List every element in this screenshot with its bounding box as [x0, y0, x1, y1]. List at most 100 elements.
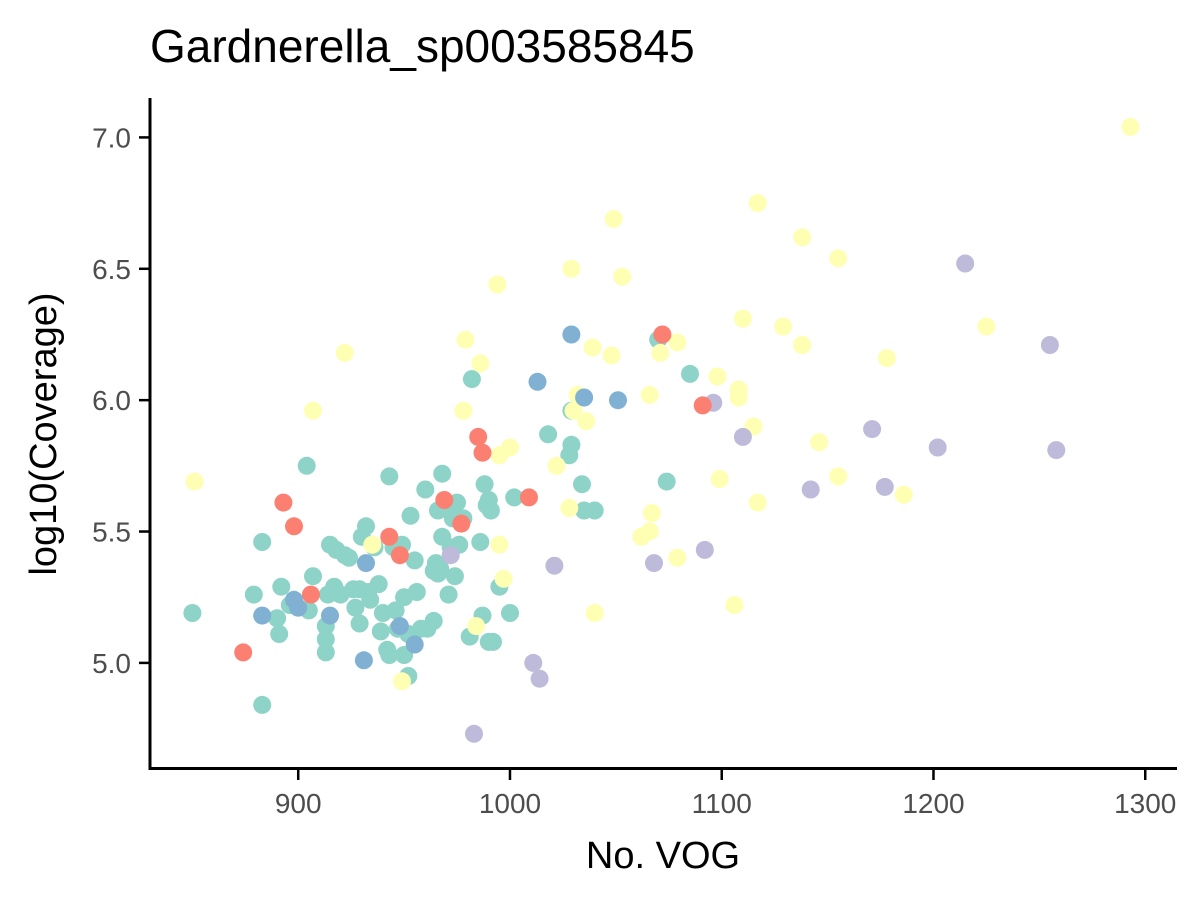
- data-point: [340, 548, 358, 567]
- data-point: [875, 477, 894, 496]
- data-point: [361, 590, 380, 609]
- data-point: [465, 724, 483, 743]
- data-point: [530, 669, 549, 688]
- data-point: [877, 349, 896, 368]
- x-tick-label: 1200: [902, 788, 964, 819]
- x-axis-title: No. VOG: [586, 835, 740, 877]
- data-point: [524, 653, 543, 672]
- data-point: [435, 491, 454, 509]
- data-point: [956, 254, 975, 273]
- data-point: [729, 388, 748, 407]
- data-point: [710, 470, 729, 488]
- data-point: [272, 577, 291, 596]
- data-point: [452, 514, 471, 533]
- data-point: [693, 396, 712, 415]
- data-point: [494, 569, 513, 588]
- data-point: [733, 309, 752, 328]
- data-point: [185, 472, 204, 491]
- data-point: [1121, 117, 1140, 136]
- data-point: [471, 533, 490, 551]
- data-point: [253, 695, 272, 714]
- data-point: [668, 548, 687, 567]
- data-point: [657, 472, 676, 491]
- data-point: [829, 467, 848, 486]
- data-point: [829, 249, 848, 268]
- data-point: [285, 517, 303, 536]
- data-point: [793, 336, 812, 354]
- data-point: [270, 625, 289, 643]
- data-point: [390, 546, 409, 565]
- data-point: [577, 412, 596, 431]
- x-tick-label: 1100: [692, 788, 752, 819]
- data-point: [539, 425, 558, 444]
- data-point: [424, 611, 443, 630]
- y-tick-label: 5.0: [92, 648, 131, 679]
- y-tick-label: 6.0: [92, 385, 131, 416]
- data-point: [405, 635, 424, 654]
- data-point: [928, 438, 947, 457]
- data-point: [357, 554, 375, 573]
- data-point: [350, 614, 369, 633]
- y-tick-label: 5.5: [92, 517, 131, 548]
- data-point: [575, 388, 594, 407]
- data-point: [268, 609, 287, 628]
- data-point: [562, 325, 581, 344]
- x-tick-label: 1000: [479, 788, 541, 819]
- data-point: [456, 330, 475, 349]
- data-point: [321, 606, 339, 625]
- data-point: [481, 501, 500, 520]
- data-point: [234, 643, 253, 662]
- data-point: [454, 401, 473, 420]
- data-point: [304, 567, 322, 586]
- data-point: [467, 617, 486, 636]
- data-point: [505, 488, 524, 507]
- data-point: [1040, 336, 1059, 354]
- y-axis-ticks: 5.0 5.5 6.0 6.5 7.0: [92, 122, 149, 679]
- chart-title: Gardnerella_sp003585845: [150, 20, 695, 72]
- data-point: [748, 194, 767, 213]
- data-point: [357, 517, 375, 536]
- data-point: [774, 317, 793, 336]
- x-axis-ticks: 900 1000 1100 1200 1300: [275, 770, 1176, 819]
- data-point: [501, 438, 519, 457]
- data-point: [640, 385, 659, 404]
- data-point: [668, 333, 687, 352]
- data-point: [301, 585, 320, 604]
- data-point: [488, 275, 507, 294]
- data-point: [725, 596, 744, 615]
- data-point: [405, 551, 424, 570]
- data-point: [433, 464, 452, 483]
- data-point: [1047, 441, 1066, 460]
- data-point: [602, 346, 621, 365]
- data-point: [708, 367, 727, 386]
- data-point: [501, 604, 519, 622]
- points-layer: [183, 117, 1140, 743]
- data-point: [371, 622, 390, 641]
- data-point: [640, 522, 659, 541]
- data-point: [695, 540, 714, 559]
- data-point: [304, 401, 322, 420]
- data-point: [316, 630, 335, 649]
- data-point: [793, 228, 812, 247]
- data-point: [462, 370, 481, 389]
- data-point: [748, 493, 767, 512]
- data-point: [244, 585, 263, 604]
- data-point: [407, 583, 426, 601]
- data-point: [297, 456, 316, 475]
- data-point: [369, 575, 388, 594]
- data-point: [380, 467, 399, 486]
- x-tick-label: 900: [275, 788, 322, 819]
- data-point: [416, 480, 435, 499]
- data-point: [653, 325, 672, 344]
- data-point: [863, 420, 882, 439]
- data-point: [380, 527, 399, 546]
- data-point: [801, 480, 820, 499]
- data-point: [520, 488, 538, 507]
- data-point: [604, 209, 623, 228]
- data-point: [253, 606, 272, 625]
- data-point: [473, 443, 492, 462]
- data-point: [490, 535, 509, 554]
- data-point: [977, 317, 996, 336]
- data-point: [810, 433, 829, 452]
